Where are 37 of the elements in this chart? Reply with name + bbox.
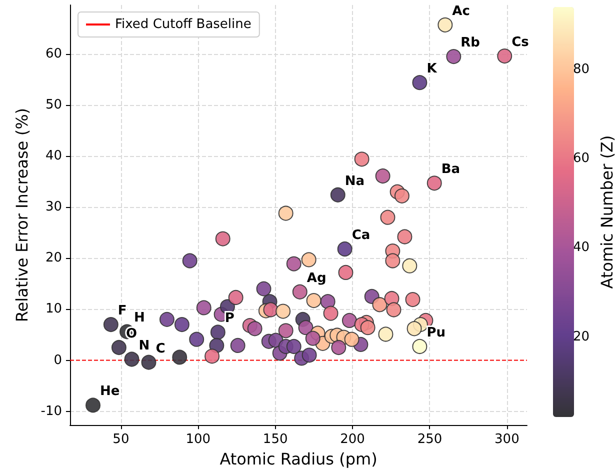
annotation: Rb	[460, 36, 480, 51]
color-bar-label: 20	[573, 329, 590, 344]
annotation: Ca	[352, 228, 370, 243]
annotation: N	[138, 338, 150, 354]
annotation: Cs	[512, 35, 530, 50]
annotation: P	[224, 311, 234, 326]
x-tick-label: 250	[417, 432, 442, 448]
y-tick-label: 0	[54, 352, 62, 368]
annotation: Pu	[426, 325, 446, 340]
x-tick-label: 50	[112, 432, 130, 448]
y-tick-label: 20	[45, 250, 62, 266]
color-bar-label: 80	[573, 62, 590, 77]
x-axis-title: Atomic Radius (pm)	[220, 450, 378, 468]
x-tick-label: 150	[262, 432, 288, 448]
annotation: C	[156, 341, 166, 356]
annotation: H	[134, 310, 145, 326]
x-tick-label: 300	[494, 432, 520, 448]
annotation: F	[118, 304, 127, 319]
color-bar-title: Atomic Number (Z)	[598, 135, 616, 289]
x-tick-label: 100	[186, 432, 211, 448]
y-tick-label: 60	[45, 46, 62, 62]
legend-label: Fixed Cutoff Baseline	[115, 17, 252, 32]
annotation: K	[426, 62, 438, 77]
annotation: He	[100, 384, 120, 400]
annotation: Na	[344, 174, 365, 189]
color-bar-label: 40	[573, 240, 590, 256]
annotation: Ag	[306, 270, 326, 286]
y-axis-title: Relative Error Increase (%)	[12, 108, 32, 322]
annotation: Ba	[441, 162, 460, 178]
y-tick-label: 10	[45, 302, 62, 317]
y-tick-label: 30	[45, 200, 62, 215]
y-tick-label: 40	[45, 148, 62, 164]
y-tick-label: 50	[45, 98, 62, 113]
annotation: Ac	[452, 4, 470, 19]
color-bar-label: 60	[573, 151, 590, 166]
y-tick-label: -10	[40, 404, 62, 419]
x-tick-label: 200	[340, 432, 365, 448]
